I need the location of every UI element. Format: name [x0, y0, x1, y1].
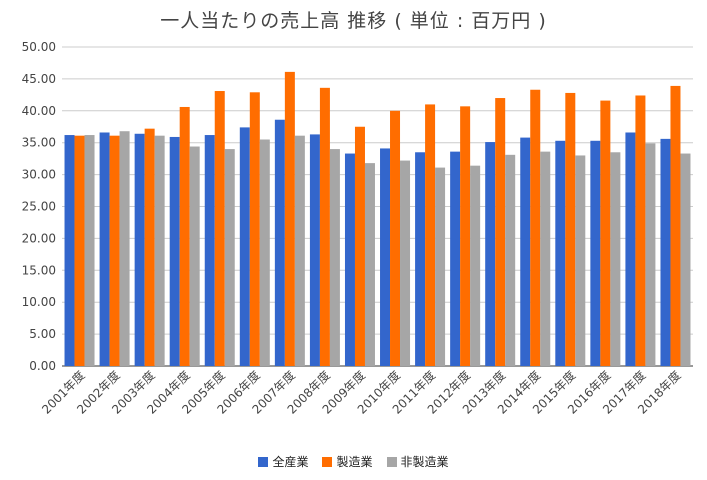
- bar: [109, 135, 120, 366]
- bar: [329, 149, 340, 366]
- bar: [154, 135, 165, 366]
- bar: [425, 104, 436, 367]
- bar: [610, 152, 621, 366]
- bar: [224, 149, 235, 366]
- bar: [179, 106, 190, 367]
- y-tick-label: 10.00: [22, 295, 56, 309]
- bar: [635, 95, 646, 366]
- bar: [600, 100, 611, 366]
- legend-label: 製造業: [336, 455, 373, 469]
- legend-item: 製造業: [322, 453, 373, 470]
- y-tick-label: 20.00: [22, 231, 56, 245]
- bar: [400, 160, 411, 366]
- bar: [530, 89, 541, 366]
- legend-item: 全産業: [258, 453, 308, 470]
- bar: [485, 142, 496, 366]
- legend-swatch: [258, 456, 269, 467]
- bar: [309, 134, 320, 366]
- bar: [354, 126, 365, 366]
- bar: [625, 132, 636, 366]
- bar: [505, 154, 516, 366]
- y-tick-label: 25.00: [22, 200, 56, 214]
- legend-swatch: [322, 456, 333, 467]
- y-tick-label: 50.00: [22, 40, 56, 54]
- bar: [119, 131, 130, 366]
- bar: [249, 92, 260, 366]
- bar-chart: 0.00 5.00 10.00 15.00 20.00 25.00 30.00 35.00 40…: [22, 40, 693, 417]
- bar: [460, 106, 471, 367]
- bar: [495, 98, 506, 366]
- chart-title: 一人当たりの売上高 推移 ( 単位 : 百万円 ): [160, 10, 547, 32]
- bar: [214, 91, 225, 366]
- bar: [470, 165, 481, 366]
- bar: [189, 146, 200, 366]
- bar: [645, 143, 656, 366]
- bar: [99, 132, 110, 366]
- bar: [670, 85, 681, 366]
- bar: [144, 128, 155, 366]
- y-tick-label: 35.00: [22, 136, 56, 150]
- bar: [660, 138, 671, 366]
- bar: [259, 139, 270, 366]
- bar: [680, 153, 691, 366]
- bar: [540, 151, 551, 366]
- bar: [364, 163, 375, 366]
- legend-swatch: [386, 456, 397, 467]
- bar: [134, 133, 145, 366]
- bar: [590, 140, 601, 366]
- bar: [204, 135, 215, 366]
- bar: [319, 87, 330, 366]
- bar: [74, 135, 85, 366]
- bar: [239, 127, 250, 366]
- bar: [380, 148, 391, 366]
- bar: [575, 155, 586, 366]
- bar: [294, 135, 305, 366]
- bar: [169, 136, 180, 366]
- bar: [520, 137, 531, 366]
- bar: [284, 71, 295, 366]
- y-tick-label: 40.00: [22, 104, 56, 118]
- y-tick-label: 15.00: [22, 263, 56, 277]
- y-tick-label: 30.00: [22, 168, 56, 182]
- legend-item: 非製造業: [386, 453, 449, 470]
- bar: [274, 119, 285, 367]
- bar: [450, 151, 461, 366]
- bar: [344, 153, 355, 366]
- bar: [84, 135, 95, 366]
- y-tick-label: 0.00: [29, 359, 56, 373]
- bar: [390, 110, 401, 366]
- chart-legend: 全産業 製造業 非製造業: [0, 453, 707, 470]
- bar: [435, 167, 446, 366]
- bar: [415, 152, 426, 366]
- bar: [64, 135, 75, 366]
- bar: [565, 92, 576, 366]
- legend-label: 全産業: [272, 455, 309, 469]
- bar: [555, 140, 566, 366]
- legend-label: 非製造業: [400, 455, 449, 469]
- y-tick-label: 45.00: [22, 72, 56, 86]
- y-tick-label: 5.00: [29, 327, 56, 341]
